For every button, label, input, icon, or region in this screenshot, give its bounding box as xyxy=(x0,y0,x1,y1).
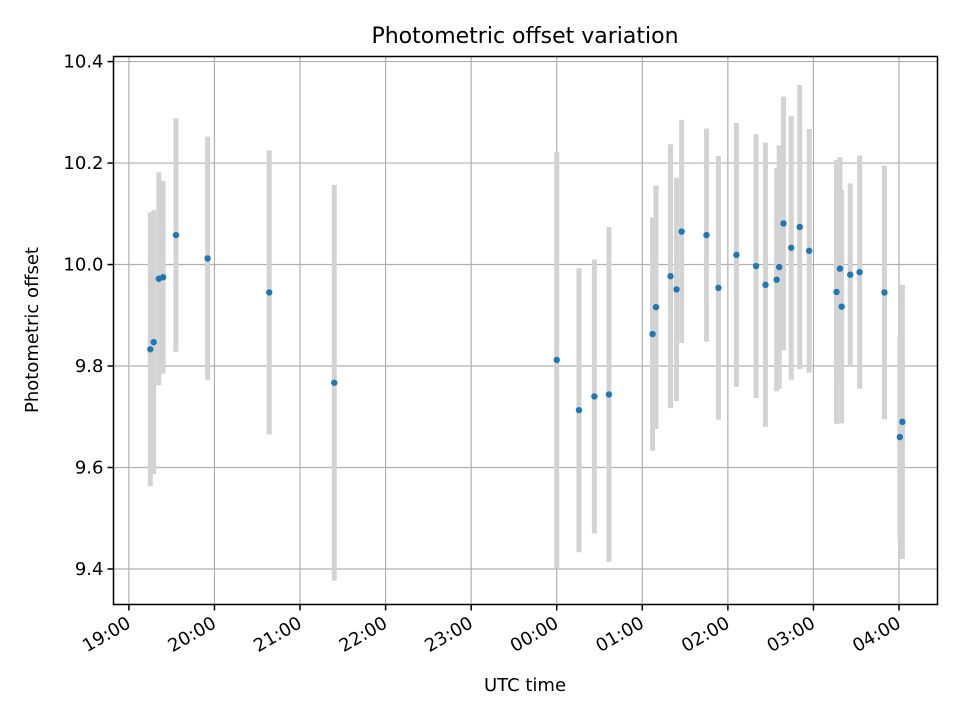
data-point xyxy=(172,231,180,239)
y-tick-label: 10.4 xyxy=(63,52,103,73)
data-point xyxy=(847,271,854,278)
y-tick-label: 9.4 xyxy=(75,559,104,580)
data-point xyxy=(575,406,583,414)
data-point xyxy=(780,220,787,227)
plot-frame xyxy=(112,55,939,606)
data-point xyxy=(678,228,685,235)
x-tick-label: 22:00 xyxy=(336,613,391,657)
data-point xyxy=(733,251,740,259)
data-point xyxy=(838,303,845,310)
data-point xyxy=(591,393,598,400)
data-point xyxy=(204,255,211,262)
x-tick-label: 19:00 xyxy=(79,613,134,657)
data-points xyxy=(147,220,906,441)
x-axis-label: UTC time xyxy=(484,675,566,696)
data-point xyxy=(787,244,795,251)
data-point xyxy=(776,263,783,271)
data-point xyxy=(715,284,722,292)
x-tick-label: 00:00 xyxy=(507,613,562,657)
data-point xyxy=(553,356,560,364)
y-axis-label: Photometric offset xyxy=(22,247,43,413)
data-point xyxy=(159,274,167,281)
data-point xyxy=(266,289,273,296)
data-point xyxy=(752,262,760,270)
x-tick-label: 02:00 xyxy=(678,613,733,657)
x-tick-label: 21:00 xyxy=(250,613,305,657)
x-tick-label: 20:00 xyxy=(165,613,220,657)
y-tick-label: 10.0 xyxy=(63,255,103,276)
data-point xyxy=(856,268,863,276)
grid xyxy=(113,56,938,605)
x-tick-label: 23:00 xyxy=(421,613,476,657)
data-point xyxy=(652,303,660,311)
y-tick-label: 9.6 xyxy=(75,458,104,479)
data-point xyxy=(836,265,844,272)
data-point xyxy=(796,223,803,231)
data-point xyxy=(667,273,674,280)
error-bars xyxy=(147,84,905,581)
data-point xyxy=(899,418,906,426)
data-point xyxy=(147,346,154,353)
data-point xyxy=(331,379,338,386)
data-point xyxy=(805,247,813,255)
x-tick-label: 03:00 xyxy=(764,613,819,657)
data-point xyxy=(833,288,840,296)
x-tick-label: 01:00 xyxy=(592,613,647,657)
data-point xyxy=(605,391,613,398)
data-point xyxy=(881,289,888,296)
data-point xyxy=(773,276,780,283)
y-tick-label: 9.8 xyxy=(75,356,104,377)
data-point xyxy=(673,286,680,293)
data-point xyxy=(649,330,656,338)
chart-title: Photometric offset variation xyxy=(371,24,678,49)
data-point xyxy=(703,231,710,239)
data-point xyxy=(150,338,157,346)
data-point xyxy=(762,281,769,289)
y-tick-label: 10.2 xyxy=(63,153,103,174)
data-point xyxy=(896,433,904,441)
x-tick-label: 04:00 xyxy=(849,613,904,657)
